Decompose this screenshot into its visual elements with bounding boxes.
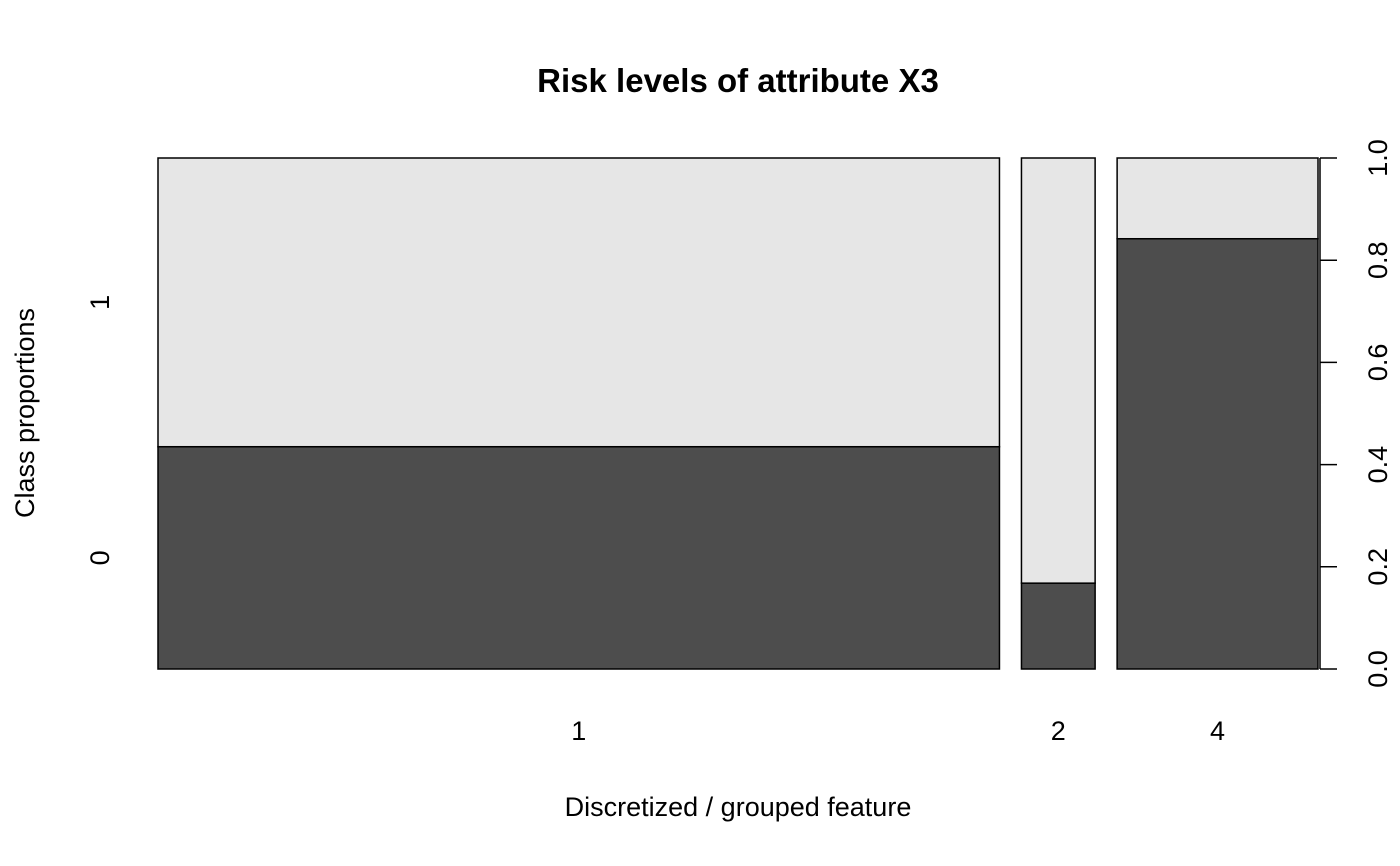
class-label: 1 — [85, 295, 115, 310]
x-tick-label: 1 — [571, 716, 586, 746]
bar-cat2-class0 — [1020, 582, 1096, 670]
bar-cat4-class1 — [1116, 157, 1319, 240]
x-tick-label: 2 — [1051, 716, 1066, 746]
bar-cat1-class0 — [157, 445, 1001, 670]
class-labels: 01 — [85, 295, 115, 566]
right-axis-tick-label: 1.0 — [1363, 139, 1393, 177]
right-axis-tick-label: 0.6 — [1363, 344, 1393, 382]
bar-cat4-class0 — [1116, 237, 1319, 670]
x-tick-labels: 1 2 4 — [571, 716, 1225, 746]
class-label: 0 — [85, 550, 115, 565]
right-axis-tick-label: 0.4 — [1363, 446, 1393, 484]
x-tick-label: 4 — [1210, 716, 1225, 746]
bar-cat2-class1 — [1020, 157, 1096, 584]
bar-cat1-class1 — [157, 157, 1001, 448]
bars-group — [157, 157, 1319, 670]
right-axis: 0.0 0.2 0.4 0.6 0.8 1.0 — [1319, 139, 1393, 688]
chart-title: Risk levels of attribute X3 — [537, 62, 939, 99]
right-axis-tick-label: 0.0 — [1363, 650, 1393, 688]
right-axis-tick-label: 0.2 — [1363, 548, 1393, 586]
y-axis-label: Class proportions — [10, 308, 40, 518]
x-axis-label: Discretized / grouped feature — [565, 792, 912, 822]
right-axis-tick-label: 0.8 — [1363, 241, 1393, 279]
